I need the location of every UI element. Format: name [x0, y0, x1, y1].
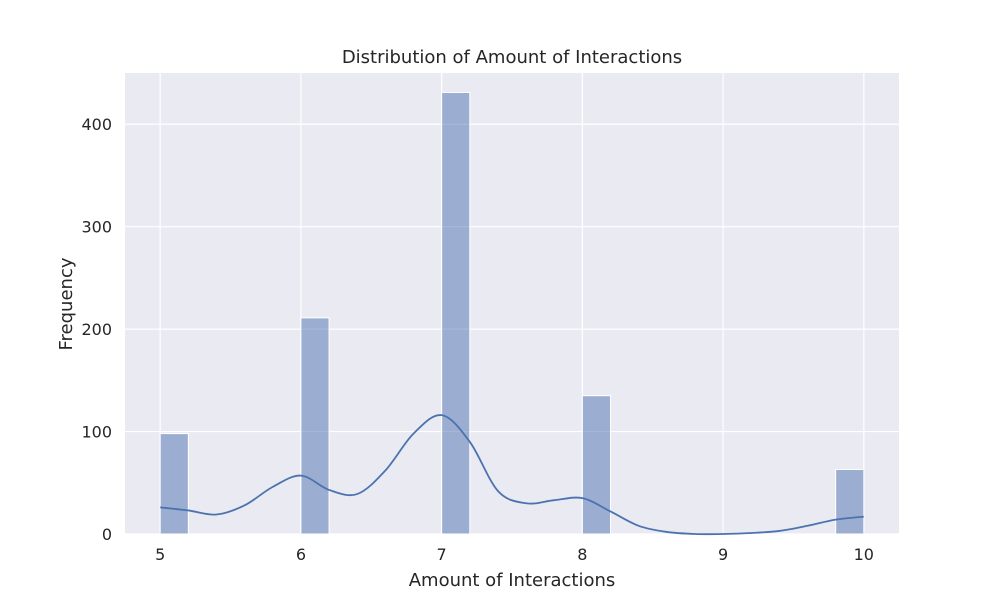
histogram-bars	[159, 91, 865, 535]
histogram-bar	[441, 91, 471, 535]
x-tick-label: 5	[155, 545, 165, 564]
x-tick-label: 9	[718, 545, 728, 564]
histogram-bar	[300, 317, 330, 535]
kde-curve	[160, 414, 864, 536]
x-tick-label: 10	[854, 545, 874, 564]
y-tick-label: 300	[81, 218, 112, 237]
histogram-bar	[835, 468, 865, 535]
x-tick-label: 8	[577, 545, 587, 564]
histogram-bar	[159, 433, 189, 535]
y-tick-label: 200	[81, 320, 112, 339]
plot-background	[125, 73, 899, 534]
y-tick-label: 100	[81, 423, 112, 442]
chart-title: Distribution of Amount of Interactions	[342, 47, 682, 68]
kde-line	[160, 414, 864, 536]
y-axis-ticks: 0 100 200 300 400	[81, 115, 112, 544]
y-tick-label: 400	[81, 115, 112, 134]
x-axis-label: Amount of Interactions	[409, 570, 616, 591]
x-tick-label: 6	[296, 545, 306, 564]
x-axis-ticks: 5 6 7 8 9 10	[155, 545, 874, 564]
histogram-bar	[581, 395, 612, 535]
x-tick-label: 7	[437, 545, 447, 564]
y-axis-label: Frequency	[56, 257, 77, 350]
y-tick-label: 0	[102, 525, 112, 544]
